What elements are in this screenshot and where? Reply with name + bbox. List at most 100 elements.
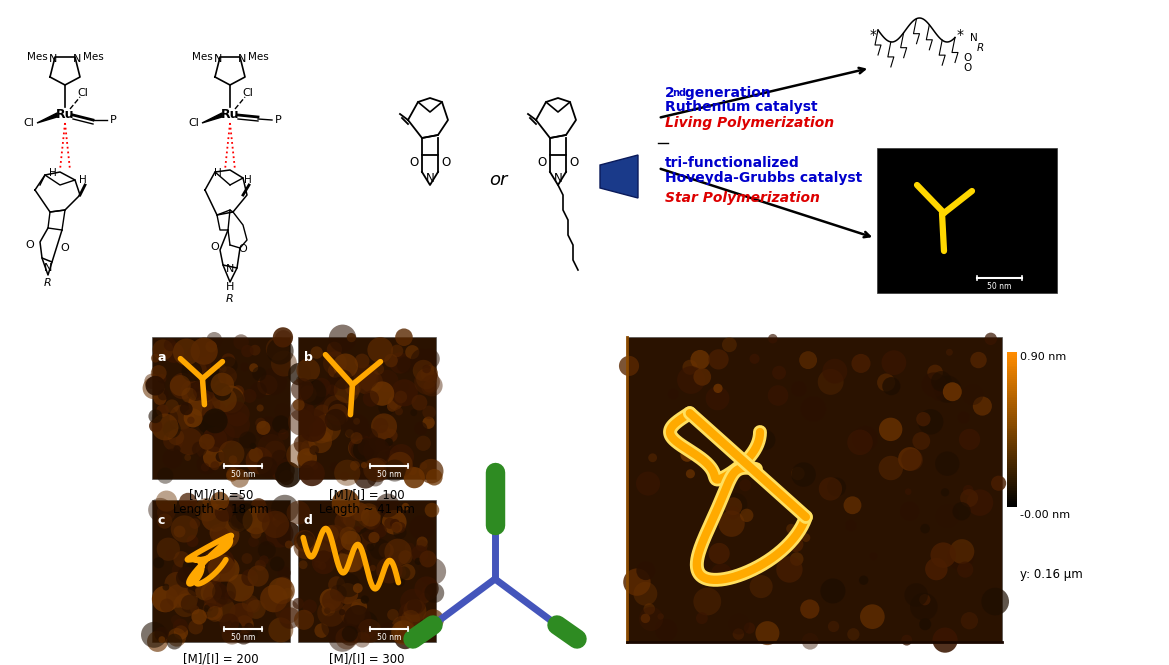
- Circle shape: [260, 555, 269, 565]
- Circle shape: [221, 353, 235, 368]
- Circle shape: [358, 532, 376, 551]
- Circle shape: [250, 344, 261, 356]
- Circle shape: [201, 504, 229, 531]
- Text: Star Polymerization: Star Polymerization: [665, 191, 819, 205]
- Circle shape: [202, 499, 209, 505]
- Circle shape: [330, 594, 344, 608]
- Circle shape: [327, 384, 338, 395]
- Circle shape: [426, 469, 443, 485]
- Circle shape: [385, 518, 395, 529]
- Circle shape: [271, 350, 297, 376]
- Circle shape: [203, 550, 226, 572]
- Circle shape: [389, 352, 410, 374]
- Circle shape: [390, 519, 400, 529]
- Circle shape: [344, 605, 372, 632]
- Circle shape: [226, 469, 238, 481]
- Bar: [1007, 422, 1017, 424]
- Circle shape: [373, 418, 388, 433]
- Bar: [1007, 412, 1017, 414]
- Circle shape: [390, 344, 403, 357]
- Circle shape: [275, 404, 290, 419]
- Circle shape: [235, 615, 254, 634]
- Circle shape: [164, 431, 184, 451]
- Circle shape: [337, 573, 360, 597]
- Bar: [1007, 447, 1017, 450]
- Circle shape: [202, 600, 222, 620]
- Circle shape: [292, 399, 305, 411]
- Bar: [1007, 364, 1017, 366]
- Bar: [1007, 424, 1017, 426]
- Circle shape: [312, 378, 331, 397]
- Circle shape: [203, 597, 216, 609]
- Circle shape: [362, 428, 378, 444]
- Text: -0.00 nm: -0.00 nm: [1021, 510, 1070, 520]
- Circle shape: [344, 551, 365, 572]
- Circle shape: [844, 496, 862, 514]
- Circle shape: [345, 605, 365, 624]
- Circle shape: [397, 629, 408, 640]
- Text: O: O: [538, 156, 547, 168]
- Circle shape: [158, 413, 164, 419]
- Text: generation: generation: [680, 86, 770, 100]
- Circle shape: [416, 436, 431, 451]
- Circle shape: [317, 599, 345, 626]
- Circle shape: [250, 527, 262, 539]
- Text: N: N: [554, 172, 562, 184]
- Circle shape: [319, 525, 347, 553]
- Circle shape: [288, 409, 314, 436]
- Circle shape: [299, 460, 325, 486]
- Circle shape: [967, 489, 994, 516]
- Circle shape: [165, 400, 179, 413]
- Circle shape: [267, 338, 293, 364]
- Circle shape: [328, 400, 348, 420]
- Circle shape: [191, 605, 200, 614]
- Circle shape: [706, 386, 729, 410]
- Circle shape: [364, 458, 387, 481]
- Circle shape: [743, 622, 755, 634]
- Circle shape: [210, 597, 235, 622]
- Polygon shape: [600, 155, 638, 198]
- Circle shape: [395, 408, 403, 416]
- Circle shape: [328, 577, 345, 593]
- Circle shape: [851, 354, 871, 373]
- Circle shape: [271, 459, 295, 483]
- Circle shape: [385, 539, 411, 566]
- Text: a: a: [158, 351, 166, 364]
- Circle shape: [420, 636, 427, 643]
- Text: Length ~ 18 nm: Length ~ 18 nm: [173, 503, 269, 516]
- Bar: [1007, 385, 1017, 387]
- Circle shape: [245, 598, 261, 613]
- Text: R: R: [977, 43, 984, 53]
- Text: [M]/[I] =50: [M]/[I] =50: [189, 489, 254, 502]
- Text: Cl: Cl: [188, 118, 200, 128]
- Circle shape: [339, 531, 362, 554]
- Circle shape: [271, 495, 299, 523]
- Bar: [1007, 381, 1017, 384]
- Text: H: H: [244, 175, 251, 185]
- Circle shape: [353, 418, 360, 425]
- Circle shape: [392, 522, 402, 533]
- Circle shape: [354, 526, 361, 533]
- Bar: [1007, 389, 1017, 391]
- Bar: [1007, 434, 1017, 436]
- Circle shape: [649, 454, 657, 462]
- Circle shape: [421, 365, 438, 382]
- Circle shape: [206, 341, 217, 352]
- Circle shape: [399, 564, 415, 580]
- Circle shape: [250, 382, 267, 399]
- Circle shape: [332, 547, 345, 559]
- Circle shape: [264, 441, 286, 462]
- Circle shape: [181, 388, 196, 403]
- Circle shape: [927, 364, 943, 380]
- Circle shape: [188, 579, 199, 589]
- Circle shape: [340, 601, 365, 626]
- Circle shape: [787, 524, 796, 534]
- Circle shape: [219, 365, 227, 373]
- Circle shape: [210, 572, 220, 581]
- Circle shape: [330, 462, 340, 471]
- Circle shape: [159, 636, 165, 643]
- Bar: [1007, 497, 1017, 499]
- Circle shape: [227, 574, 254, 602]
- Circle shape: [168, 429, 185, 445]
- Circle shape: [179, 493, 198, 511]
